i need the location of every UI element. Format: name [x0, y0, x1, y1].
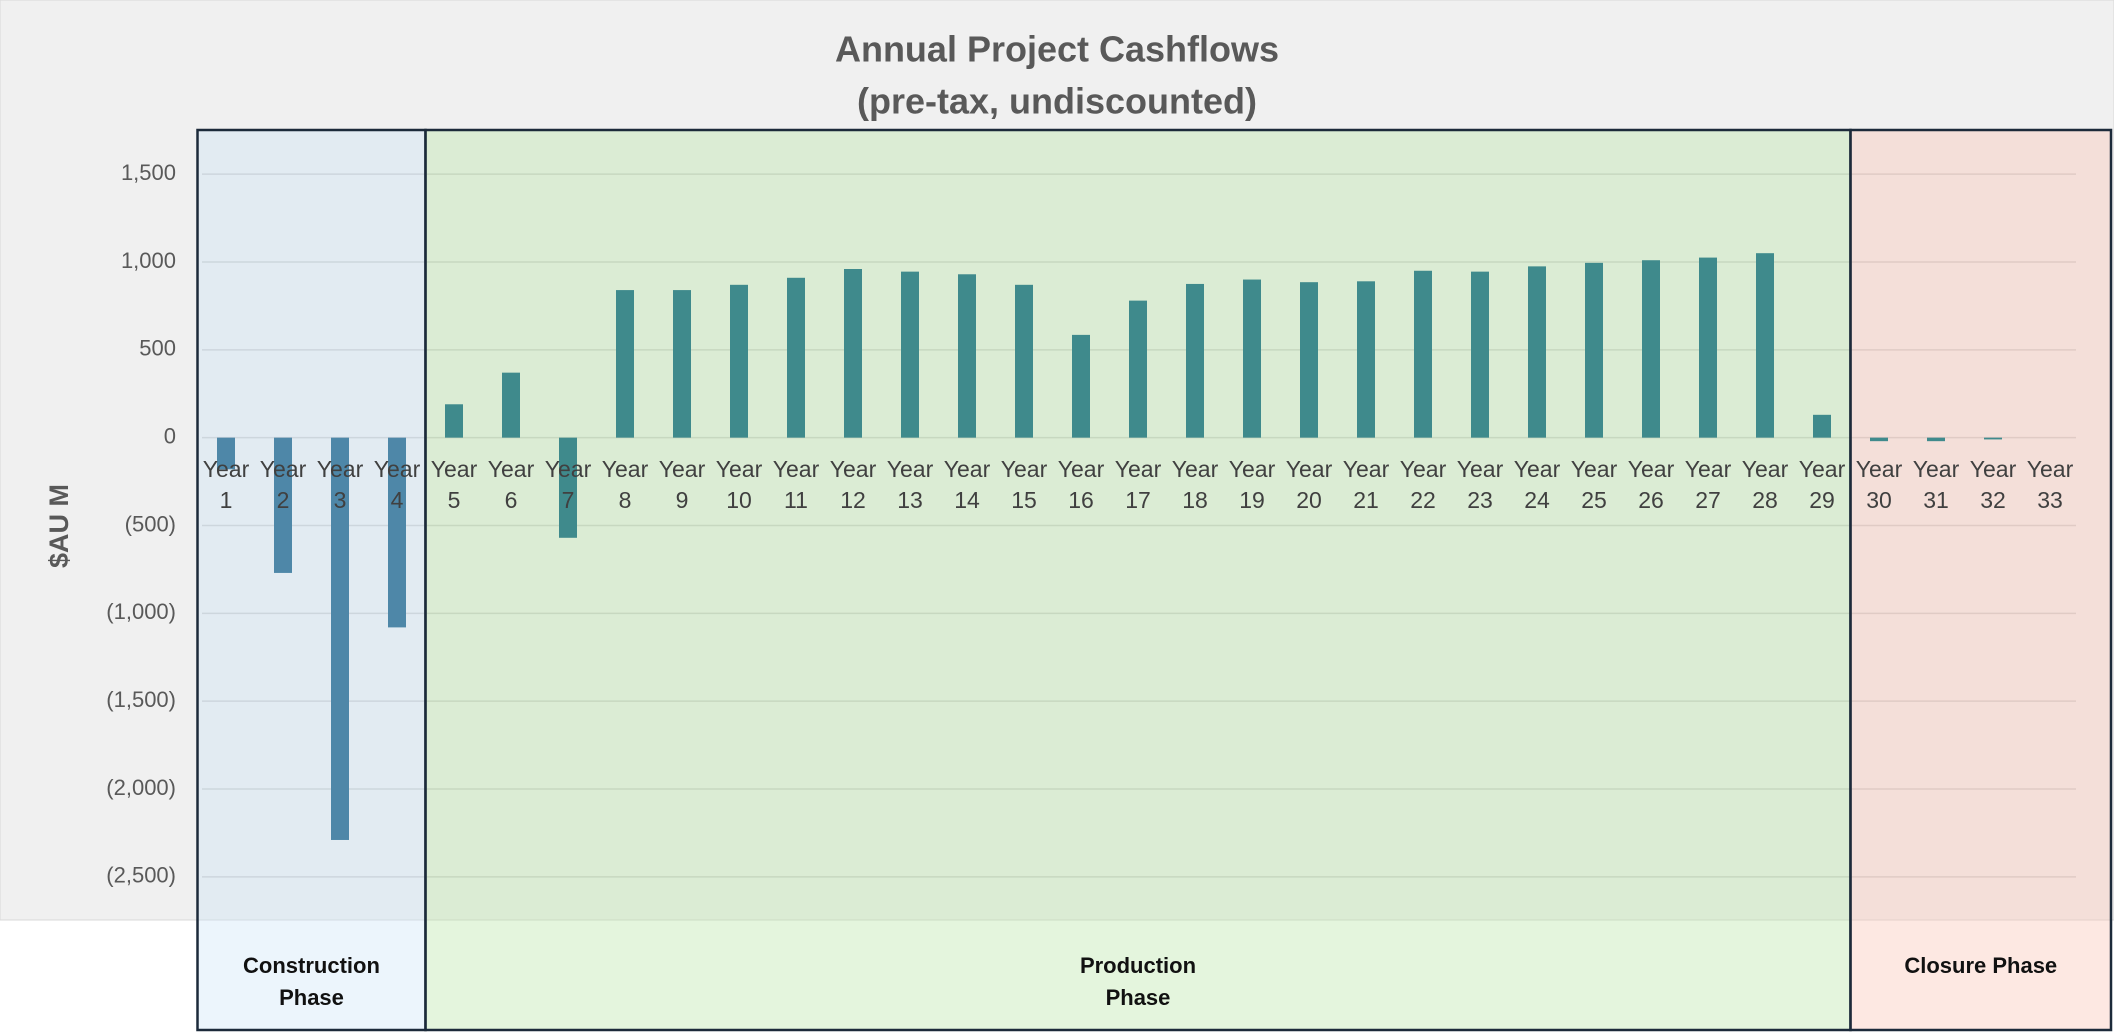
bar [1870, 437, 1888, 442]
y-tick-label: 500 [139, 336, 176, 361]
x-tick-label: Year 33 [2026, 456, 2074, 513]
bar [1756, 253, 1774, 438]
y-tick-label: (500) [125, 511, 176, 536]
bar [1300, 282, 1318, 438]
bar [1414, 270, 1432, 438]
bar [331, 437, 349, 840]
x-tick-label: Year 16 [1057, 456, 1105, 513]
phase-label: Construction Phase [243, 953, 380, 1010]
x-tick-label: Year 15 [1000, 456, 1048, 513]
y-axis-title: $AU M [44, 484, 74, 568]
x-tick-label: Year 21 [1342, 456, 1390, 513]
x-tick-label: Year 10 [715, 456, 763, 513]
bar [616, 290, 634, 438]
phase-band [196, 128, 427, 1032]
phase-band [1849, 128, 2113, 1032]
x-tick-label: Year 19 [1228, 456, 1276, 513]
x-tick-label: Year 4 [373, 456, 421, 513]
bar [1243, 279, 1261, 438]
bar [1471, 271, 1489, 438]
x-tick-label: Year 13 [886, 456, 934, 513]
bar [1129, 300, 1147, 438]
phase-label: Closure Phase [1904, 953, 2058, 978]
bar [1984, 437, 2002, 440]
x-tick-label: Year 29 [1798, 456, 1846, 513]
x-tick-label: Year 9 [658, 456, 706, 513]
bar [1528, 266, 1546, 438]
x-tick-label: Year 25 [1570, 456, 1618, 513]
y-tick-label: 0 [164, 423, 176, 448]
bar [787, 277, 805, 438]
x-tick-label: Year 12 [829, 456, 877, 513]
x-tick-label: Year 31 [1912, 456, 1960, 513]
x-tick-label: Year 2 [259, 456, 307, 513]
phase-band [424, 128, 1852, 1032]
x-tick-label: Year 30 [1855, 456, 1903, 513]
bar [901, 271, 919, 438]
bar [1927, 437, 1945, 442]
x-tick-label: Year 7 [544, 456, 592, 513]
bar [388, 437, 406, 628]
x-tick-label: Year 14 [943, 456, 991, 513]
x-tick-label: Year 18 [1171, 456, 1219, 513]
x-tick-label: Year 6 [487, 456, 535, 513]
bar [217, 437, 235, 470]
x-tick-label: Year 5 [430, 456, 478, 513]
phase-label: Production Phase [1079, 953, 1197, 1010]
x-tick-label: Year 1 [202, 456, 250, 513]
bar [1357, 281, 1375, 438]
y-tick-label: 1,000 [121, 248, 176, 273]
x-tick-label: Year 23 [1456, 456, 1504, 513]
bar [844, 269, 862, 438]
x-tick-label: Year 20 [1285, 456, 1333, 513]
bar [1186, 283, 1204, 438]
bar [274, 437, 292, 573]
x-tick-label: Year 26 [1627, 456, 1675, 513]
x-tick-label: Year 28 [1741, 456, 1789, 513]
bar [673, 290, 691, 438]
y-tick-label: (2,500) [106, 863, 176, 888]
bar [502, 372, 520, 438]
bar [1015, 284, 1033, 438]
y-tick-label: (2,000) [106, 775, 176, 800]
y-tick-label: (1,000) [106, 599, 176, 624]
bar [559, 437, 577, 538]
x-tick-label: Year 11 [772, 456, 820, 513]
x-tick-label: Year 8 [601, 456, 649, 513]
chart-title: Annual Project Cashflows [835, 29, 1279, 70]
bar [730, 284, 748, 438]
bar [958, 274, 976, 438]
bar [445, 404, 463, 438]
bar [1813, 414, 1831, 438]
y-tick-label: (1,500) [106, 687, 176, 712]
x-tick-label: Year 17 [1114, 456, 1162, 513]
x-tick-label: Year 32 [1969, 456, 2017, 513]
bar [1699, 257, 1717, 438]
x-tick-label: Year 27 [1684, 456, 1732, 513]
bar [1072, 334, 1090, 438]
x-tick-label: Year 22 [1399, 456, 1447, 513]
bar [1585, 262, 1603, 438]
chart-background [0, 0, 2114, 921]
bar [1642, 260, 1660, 438]
x-tick-label: Year 3 [316, 456, 364, 513]
y-tick-label: 1,500 [121, 160, 176, 185]
chart-subtitle: (pre-tax, undiscounted) [857, 81, 1257, 122]
x-tick-label: Year 24 [1513, 456, 1561, 513]
